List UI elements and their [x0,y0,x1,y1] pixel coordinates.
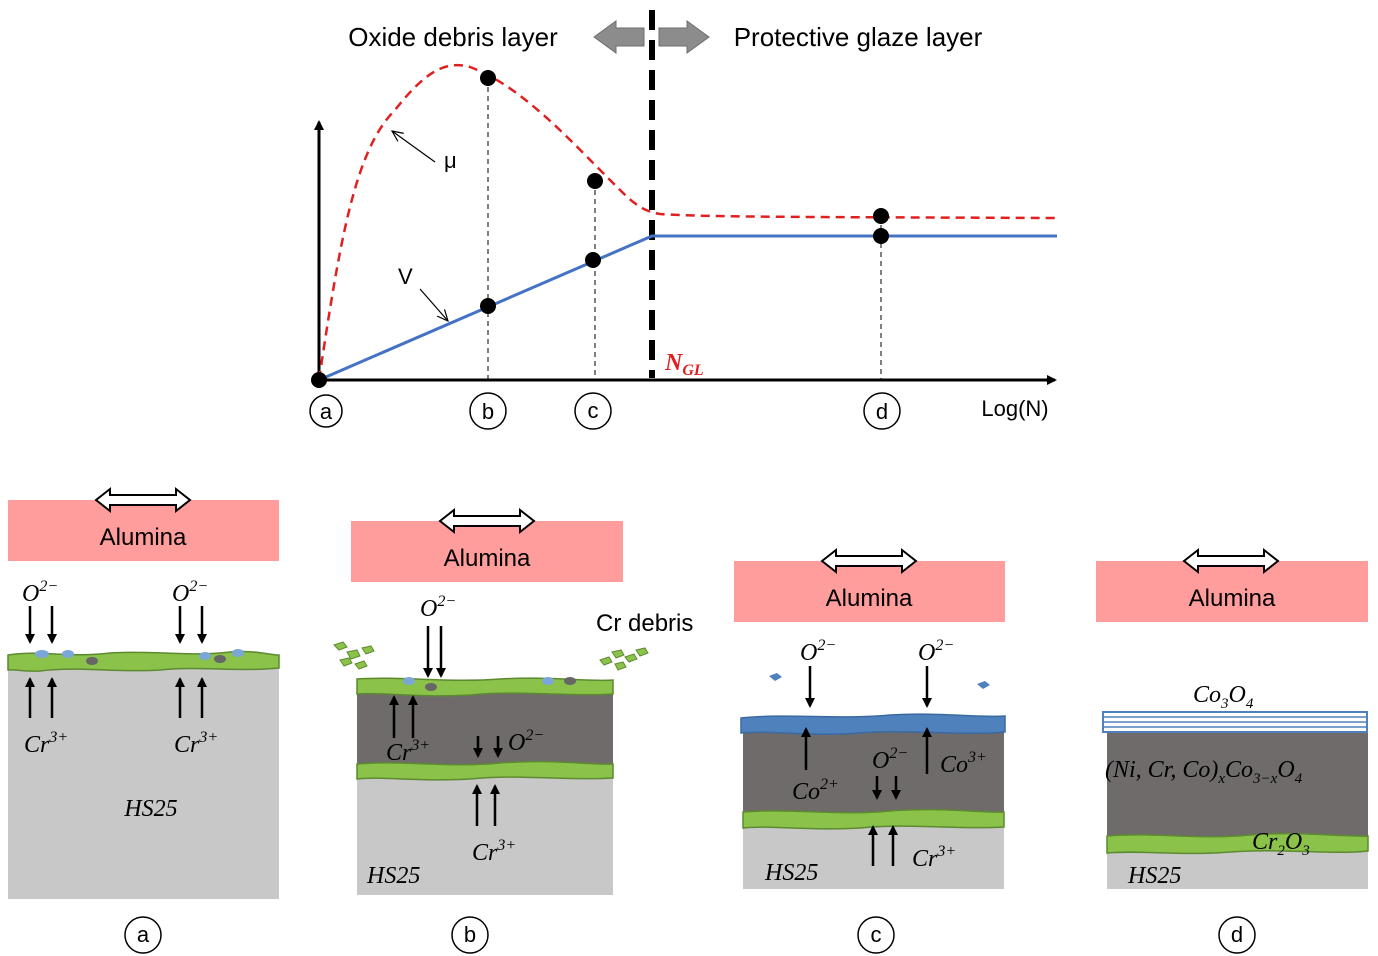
mu-pointer-arrow [392,131,436,163]
ion-label-co2: Co2+ [792,776,839,805]
stage-label-b: b [469,392,507,430]
debris-particles [35,649,244,665]
ion-label-cr3-right: Cr3+ [174,729,218,758]
spinel-oxide-layer [1107,730,1368,849]
ion-label-o2-left: O2− [800,637,836,666]
panel-d: Alumina Co3O4 (Ni, Cr, Co)xCo3−xO4 Cr2O3… [1096,547,1369,954]
alumina-label: Alumina [826,585,913,612]
substrate-label: HS25 [764,860,818,886]
ion-label-o2-mid: O2− [508,727,544,756]
friction-coefficient-curve [317,63,1056,381]
substrate-label: HS25 [123,796,177,822]
alumina-counterface [1096,561,1368,622]
oxide-debris-layer [357,688,613,774]
spinel-formula-label: (Ni, Cr, Co)xCo3−xO4 [1105,757,1303,787]
oxide-debris-layer [743,725,1004,825]
v-point-d [873,228,889,244]
wear-volume-curve [318,234,1057,382]
right-block-arrow-icon [658,20,710,54]
oxide-layer-bottom [356,760,614,781]
chromium-oxide-layer [1106,832,1369,855]
v-point-c [585,252,601,268]
alumina-counterface [8,500,279,561]
sliding-direction-icon [94,486,192,514]
panel-label-d: d [1218,916,1256,954]
co3o4-label: Co3O4 [1193,682,1254,712]
v-point-b [480,298,496,314]
ion-label-co3: Co3+ [940,749,987,778]
mu-point-d [873,208,889,224]
svg-text:d: d [876,399,888,424]
cr2o3-label: Cr2O3 [1252,829,1310,859]
ion-label-cr3: Cr3+ [912,843,956,872]
glaze-top-layer [1102,711,1368,733]
ion-label-cr3-bottom: Cr3+ [472,837,516,866]
sliding-direction-icon [1182,547,1280,575]
svg-text:c: c [871,922,882,947]
debris-particle [977,681,990,689]
sliding-direction-icon [820,547,918,575]
chromium-oxide-layer [742,808,1005,830]
alumina-counterface [734,561,1005,622]
n-gl-label: NGL [664,350,704,379]
alumina-label: Alumina [444,545,531,572]
panel-label-a: a [124,916,162,954]
oxide-layer [7,650,280,672]
panel-c: Alumina O2− O2− Co2+ O2− Co3+ Cr3+ HS25 … [734,547,1006,954]
protective-glaze-layer-label: Protective glaze layer [734,22,983,52]
x-axis-label: Log(N) [981,396,1048,421]
alumina-label: Alumina [100,524,187,551]
sliding-direction-icon [438,507,536,535]
alumina-label: Alumina [1189,585,1276,612]
svg-text:a: a [320,399,333,424]
substrate-label: HS25 [1127,863,1181,889]
ion-label-o2-left: O2− [22,578,58,607]
mu-point-b [480,70,496,86]
alumina-counterface [351,521,623,582]
substrate [1107,849,1368,889]
mu-point-c [587,173,603,189]
svg-text:c: c [588,398,599,423]
svg-text:b: b [482,399,494,424]
ion-label-o2-right: O2− [172,578,208,607]
panel-label-c: c [857,916,895,954]
v-pointer-arrow [419,288,448,321]
ion-label-o2-right: O2− [918,637,954,666]
stage-label-c: c [574,392,612,430]
ion-label-cr3-left: Cr3+ [24,729,68,758]
left-block-arrow-icon [593,20,645,54]
cr-debris-particles [333,641,649,671]
svg-text:b: b [464,922,476,947]
stage-label-d: d [863,392,901,430]
ion-label-cr3-mid: Cr3+ [386,737,430,766]
substrate [8,666,279,899]
panel-label-b: b [451,916,489,954]
panel-b: Alumina Cr debris O2− C [333,507,693,954]
svg-text:a: a [137,922,150,947]
stage-label-a: a [309,394,343,428]
friction-wear-chart: Oxide debris layer Protective glaze laye… [309,10,1057,430]
svg-text:d: d [1231,922,1243,947]
v-label: V [398,264,413,289]
point-a [311,372,327,388]
debris-particle [769,673,782,681]
oxide-debris-layer-label: Oxide debris layer [348,22,558,52]
panel-a: Alumina O2− O2− Cr3+ Cr3+ HS25 a [7,486,280,954]
substrate-label: HS25 [366,863,420,889]
cr-debris-label: Cr debris [596,610,693,637]
mu-label: μ [444,148,457,173]
ion-label-o2-mid: O2− [872,745,908,774]
substrate [357,778,613,895]
ion-label-o2-top: O2− [420,593,456,622]
debris-particles [403,677,576,691]
cobalt-oxide-layer [740,713,1006,735]
